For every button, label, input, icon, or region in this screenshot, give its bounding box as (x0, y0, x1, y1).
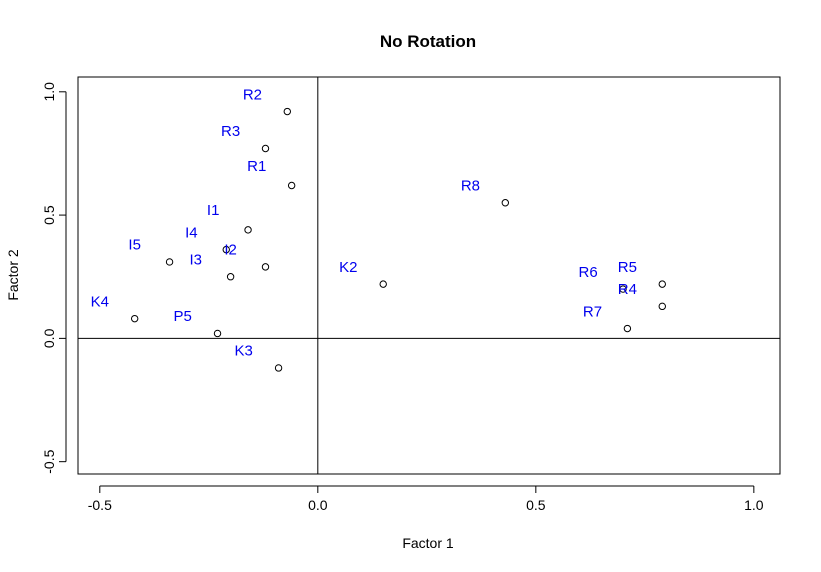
label-r3: R3 (221, 123, 240, 140)
x-tick-label: 1.0 (744, 497, 764, 513)
point-p5 (213, 329, 222, 338)
label-i4: I4 (185, 224, 198, 241)
point-i1 (244, 226, 252, 234)
point-i2 (226, 273, 235, 281)
chart-title: No Rotation (380, 32, 476, 51)
x-tick-label: -0.5 (88, 497, 112, 513)
point-r6 (619, 285, 627, 293)
data-points (130, 107, 666, 372)
y-tick-label: -0.5 (41, 449, 57, 473)
plot-frame (77, 76, 781, 475)
point-i4 (222, 245, 230, 254)
label-k3: K3 (235, 343, 253, 360)
point-r7 (623, 324, 632, 333)
label-i2: I2 (224, 242, 237, 259)
point-r2 (283, 107, 291, 116)
x-axis-label: Factor 1 (402, 535, 454, 551)
label-r2: R2 (243, 86, 262, 103)
point-k2 (379, 280, 387, 288)
label-p5: P5 (173, 308, 191, 325)
point-labels: R2 R3 R1 I1 I4 I2 I5 I3 K4 P5 K3 K2 R8 R6 R5 R4 R7 (91, 86, 637, 359)
label-r6: R6 (579, 264, 598, 281)
point-r8 (501, 199, 510, 207)
x-tick-label: 0.5 (526, 497, 546, 513)
label-r4: R4 (618, 281, 637, 298)
y-tick-label: 0.5 (41, 205, 57, 225)
x-tick-label: 0.0 (308, 497, 328, 513)
point-i5 (165, 258, 174, 266)
y-tick-label: 0.0 (41, 328, 57, 348)
reference-lines (78, 77, 780, 474)
point-k4 (130, 314, 139, 323)
label-k2: K2 (339, 259, 357, 276)
label-i1: I1 (207, 202, 220, 219)
point-i3 (261, 263, 270, 271)
label-k4: K4 (91, 293, 109, 310)
label-r5: R5 (618, 259, 637, 276)
label-r1: R1 (247, 158, 266, 175)
x-axis: -0.5 0.0 0.5 1.0 (88, 485, 764, 513)
point-r4 (658, 302, 666, 311)
point-r3 (261, 144, 270, 153)
label-r7: R7 (583, 303, 602, 320)
point-r1 (287, 181, 296, 190)
point-r5 (658, 280, 666, 288)
y-axis-label: Factor 2 (5, 249, 21, 301)
y-tick-label: 1.0 (41, 82, 57, 102)
label-i3: I3 (189, 251, 202, 268)
y-axis: -0.5 0.0 0.5 1.0 (41, 82, 67, 474)
point-k3 (274, 364, 283, 372)
label-r8: R8 (461, 177, 480, 194)
label-i5: I5 (128, 237, 141, 254)
